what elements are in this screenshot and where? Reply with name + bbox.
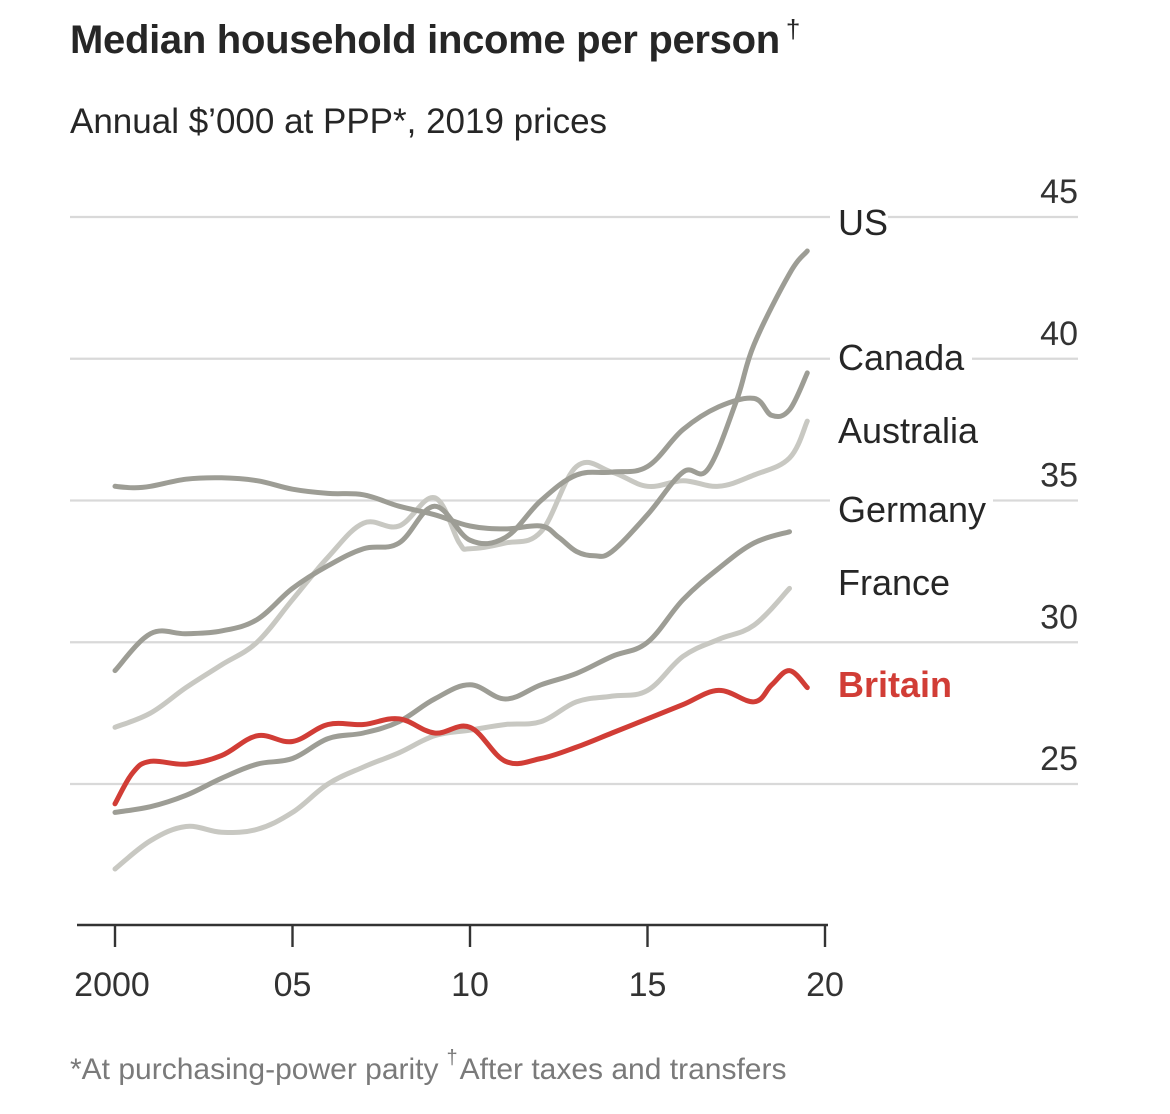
x-tick-label-2015: 15 bbox=[629, 966, 667, 1004]
y-tick-label-35: 35 bbox=[1040, 457, 1078, 495]
series-line-australia bbox=[112, 418, 810, 730]
title-dagger-marker: † bbox=[785, 14, 801, 44]
y-tick-label-25: 25 bbox=[1040, 740, 1078, 778]
series-line-france bbox=[112, 585, 792, 872]
series-label-france: France bbox=[838, 562, 950, 603]
footnote-dagger-marker: † bbox=[446, 1047, 458, 1069]
x-axis: 2000 05 10 15 20 bbox=[74, 923, 844, 1004]
chart-title: Median household income per person † bbox=[70, 14, 800, 63]
series-label-bg-canada bbox=[830, 338, 972, 380]
series-labels: US Canada Australia Germany France Britain bbox=[830, 202, 993, 705]
y-axis-tick-labels: 25 30 35 40 45 bbox=[1040, 173, 1078, 778]
x-tick-label-2020: 20 bbox=[806, 966, 844, 1004]
x-tick-label-2010: 10 bbox=[451, 966, 489, 1004]
chart-title-text: Median household income per person bbox=[70, 18, 780, 62]
y-tick-label-45: 45 bbox=[1040, 173, 1078, 211]
series-label-britain: Britain bbox=[838, 664, 952, 705]
y-tick-label-40: 40 bbox=[1040, 315, 1078, 353]
series-label-bg-germany bbox=[830, 490, 993, 532]
series-line-britain bbox=[112, 668, 810, 807]
footnote-taxes: After taxes and transfers bbox=[459, 1053, 787, 1086]
series-line-us bbox=[112, 248, 810, 559]
series-lines bbox=[112, 248, 810, 872]
x-tick-label-2005: 05 bbox=[274, 966, 312, 1004]
series-label-australia: Australia bbox=[838, 410, 979, 451]
x-tick-label-2000: 2000 bbox=[74, 966, 150, 1004]
series-label-us: US bbox=[838, 202, 888, 243]
series-label-bg-us bbox=[830, 203, 888, 245]
series-label-germany: Germany bbox=[838, 489, 986, 530]
series-label-canada: Canada bbox=[838, 337, 965, 378]
chart-subtitle: Annual $’000 at PPP*, 2019 prices bbox=[70, 102, 608, 141]
series-line-germany bbox=[112, 529, 792, 815]
chart-footnote: *At purchasing-power parity †After taxes … bbox=[70, 1047, 787, 1087]
footnote-ppp: *At purchasing-power parity bbox=[70, 1053, 439, 1086]
y-tick-label-30: 30 bbox=[1040, 598, 1078, 636]
